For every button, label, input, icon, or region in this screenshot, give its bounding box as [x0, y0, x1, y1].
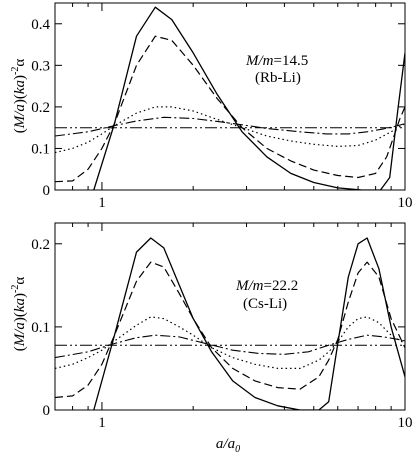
bottom-axis-ticks: 0 0.1 0.2 1 10	[31, 223, 413, 431]
bottom-y-axis-label: (M/a)(ka)-2α	[10, 277, 28, 352]
bottom-series-dashdot-line	[55, 334, 405, 359]
bottom-annotation-ratio: M/m=22.2	[235, 278, 298, 294]
top-panel: 0 0.1 0.2 0.3 0.4 1 10 (M/a)(ka)-2α M/m=14.5 (…	[10, 2, 413, 211]
bottom-series-dashed-line	[55, 261, 405, 399]
top-y-axis-label: (M/a)(ka)-2α	[10, 59, 28, 134]
top-curves	[55, 6, 405, 190]
bottom-y-tick-label: 0.1	[31, 320, 50, 336]
bottom-annotation-pair: (Cs-Li)	[243, 296, 287, 312]
top-axis-ticks: 0 0.1 0.2 0.3 0.4 1 10	[31, 3, 413, 211]
bottom-x-tick-label: 10	[398, 415, 413, 431]
bottom-plot-frame	[54, 222, 406, 411]
top-plot-frame	[54, 2, 406, 191]
top-y-tick-label: 0.2	[31, 100, 50, 116]
top-annotation-pair: (Rb-Li)	[255, 70, 301, 86]
bottom-x-tick-label: 1	[98, 415, 106, 431]
top-series-solid-line	[93, 6, 405, 190]
top-x-tick-label: 1	[98, 195, 106, 211]
bottom-panel: 0 0.1 0.2 1 10 (M/a)(ka)-2α M/m=22.2 (Cs-Li)…	[10, 222, 413, 455]
top-y-tick-label: 0	[43, 183, 51, 199]
x-axis-label: a/a0	[216, 436, 240, 455]
bottom-y-tick-label: 0.2	[31, 237, 50, 253]
bottom-series-dotted-line	[55, 316, 405, 369]
bottom-series-solid-line	[93, 237, 405, 410]
bottom-curves	[55, 237, 405, 410]
top-x-tick-label: 10	[398, 195, 413, 211]
top-series-dashed-line	[55, 35, 405, 183]
top-series-dashdot-line	[55, 116, 405, 137]
top-series-dotted-line	[55, 106, 405, 154]
top-annotation-ratio: M/m=14.5	[245, 53, 308, 69]
bottom-y-tick-label: 0	[43, 403, 51, 419]
top-y-tick-label: 0.1	[31, 141, 50, 157]
top-y-tick-label: 0.4	[31, 17, 50, 33]
top-y-tick-label: 0.3	[31, 58, 50, 74]
